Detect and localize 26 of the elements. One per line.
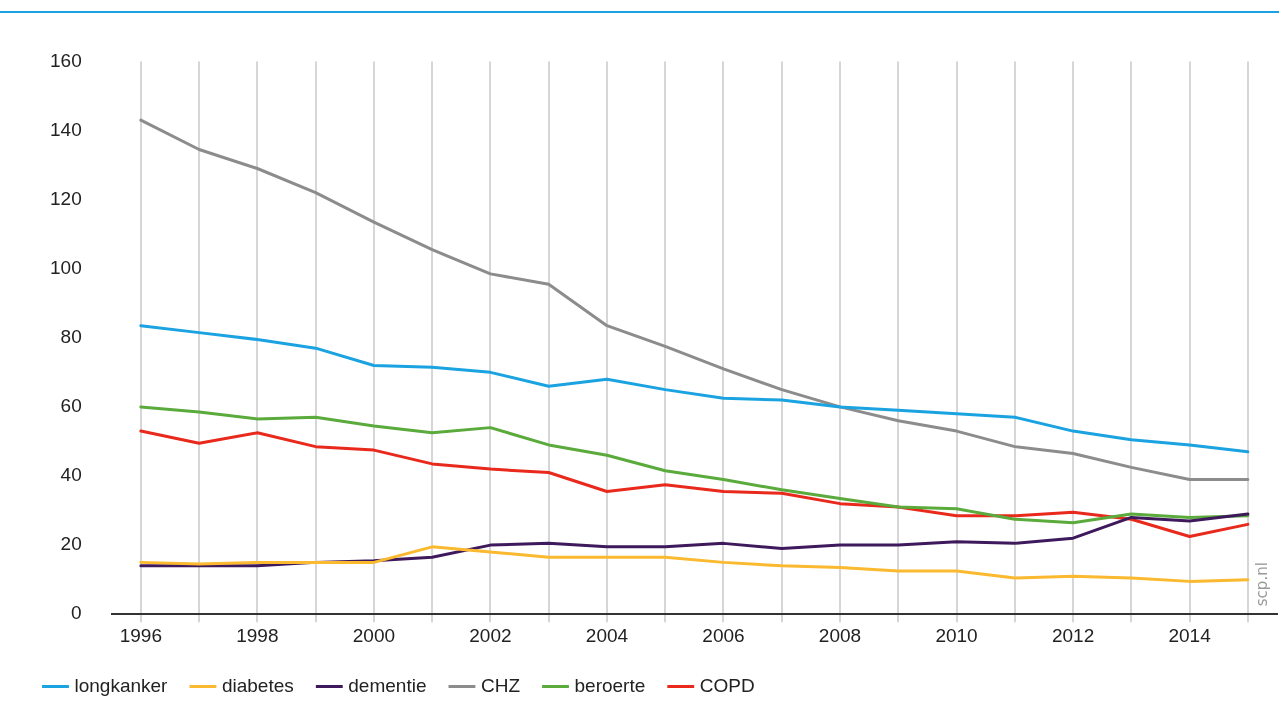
y-tick-label: 100 [50, 256, 82, 278]
y-tick-label: 160 [50, 49, 82, 71]
x-tick-label: 1998 [236, 624, 279, 646]
y-tick-label: 0 [71, 602, 82, 624]
legend-label: beroerte [574, 674, 646, 696]
x-tick-label: 2000 [352, 624, 396, 646]
annotation: scp.nl [1252, 562, 1271, 607]
y-tick-label: 120 [50, 187, 82, 209]
x-tick-label: 2004 [585, 624, 629, 646]
x-tick-label: 2008 [818, 624, 862, 646]
legend-label: diabetes [221, 674, 294, 696]
y-tick-label: 80 [60, 326, 82, 348]
x-tick-label: 1996 [119, 624, 162, 646]
legend-label: CHZ [480, 674, 521, 696]
legend-label: dementie [348, 674, 427, 696]
legend-label: longkanker [74, 674, 169, 696]
y-tick-label: 40 [60, 464, 82, 486]
y-tick-label: 20 [60, 533, 82, 555]
legend-label: COPD [699, 674, 755, 696]
y-tick-label: 140 [50, 118, 82, 140]
x-tick-label: 2010 [935, 624, 978, 646]
x-tick-label: 2006 [702, 624, 745, 646]
y-tick-label: 60 [60, 395, 82, 417]
x-tick-label: 2002 [469, 624, 512, 646]
x-tick-label: 2014 [1168, 624, 1212, 646]
x-tick-label: 2012 [1051, 624, 1095, 646]
